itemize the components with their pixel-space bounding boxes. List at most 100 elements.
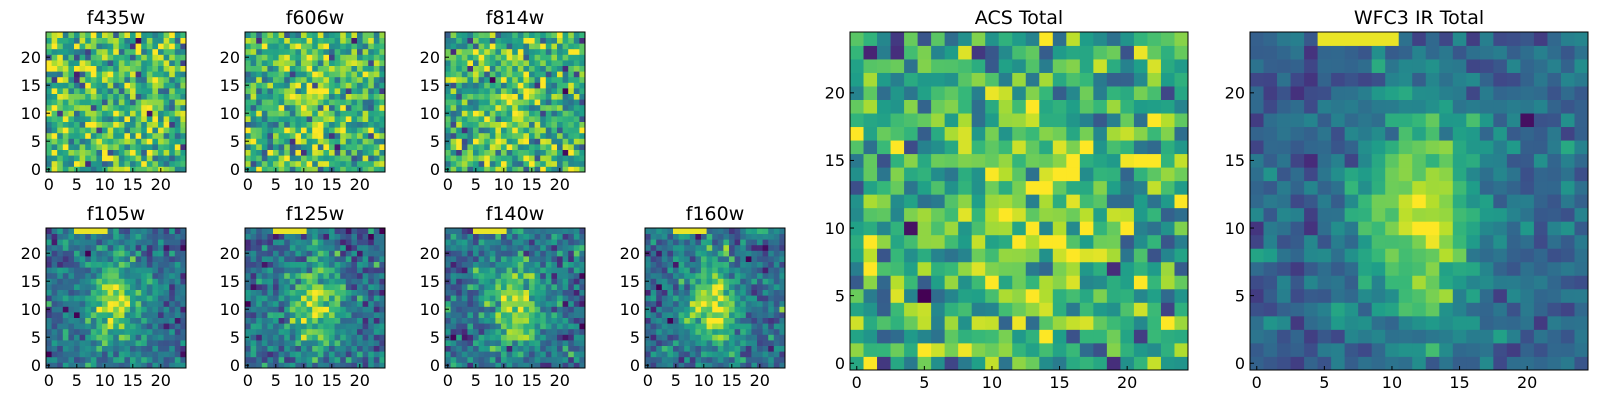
heatmap-cell <box>450 82 457 89</box>
heatmap-cell <box>362 239 369 246</box>
heatmap-cell <box>278 132 285 139</box>
heatmap-cell <box>373 48 380 55</box>
heatmap-cell <box>529 48 535 55</box>
heatmap-cell <box>573 334 580 341</box>
heatmap-cell <box>495 239 502 246</box>
heatmap-cell <box>102 43 108 50</box>
heatmap-cell <box>445 261 451 268</box>
heatmap-cell <box>306 166 313 173</box>
heatmap-cell <box>284 317 291 324</box>
heatmap-cell <box>512 244 519 251</box>
heatmap-cell <box>124 334 131 341</box>
heatmap-cell <box>529 356 535 363</box>
heatmap-cell <box>456 256 463 262</box>
heatmap-cell <box>51 323 58 330</box>
heatmap-cell <box>661 272 668 279</box>
heatmap-cell <box>46 155 52 162</box>
heatmap-cell <box>450 233 457 240</box>
heatmap-cell <box>489 256 496 262</box>
heatmap-cell <box>729 328 735 335</box>
heatmap-cell <box>562 328 569 335</box>
heatmap-cell <box>689 228 696 234</box>
heatmap-cell <box>245 99 251 106</box>
heatmap-cell <box>779 256 786 262</box>
heatmap-cell <box>113 267 120 274</box>
heatmap-cell <box>351 82 358 89</box>
heatmap-cell <box>124 132 131 139</box>
heatmap-cell <box>512 76 519 83</box>
heatmap-cell <box>529 160 535 167</box>
heatmap-cell <box>351 228 358 234</box>
heatmap-cell <box>278 155 285 162</box>
heatmap-cell <box>379 289 386 296</box>
heatmap-cell <box>273 71 279 78</box>
heatmap-cell <box>329 295 335 302</box>
heatmap-cell <box>51 345 58 352</box>
heatmap-cell <box>579 121 586 128</box>
heatmap-cell <box>373 278 380 285</box>
heatmap-cell <box>118 110 125 117</box>
heatmap-cell <box>740 289 747 296</box>
heatmap-cell <box>877 261 891 276</box>
heatmap-cell <box>107 351 114 358</box>
heatmap-cell <box>745 340 752 346</box>
heatmap-cell <box>124 116 131 122</box>
heatmap-cell <box>695 256 702 262</box>
heatmap-cell <box>130 160 136 167</box>
heatmap-cell <box>141 323 148 330</box>
heatmap-cell <box>340 121 347 128</box>
heatmap-cell <box>779 295 786 302</box>
heatmap-cell <box>79 261 86 268</box>
heatmap-cell <box>557 267 563 274</box>
heatmap-cell <box>362 110 369 117</box>
heatmap-cell <box>362 233 369 240</box>
heatmap-cell <box>562 340 569 346</box>
heatmap-cell <box>323 127 330 134</box>
heatmap-cell <box>278 121 285 128</box>
heatmap-cell <box>312 295 319 302</box>
heatmap-cell <box>51 65 58 72</box>
heatmap-cell <box>250 76 257 83</box>
heatmap-cell <box>306 278 313 285</box>
heatmap-cell <box>158 127 164 134</box>
heatmap-cell <box>877 342 891 357</box>
heatmap-cell <box>1025 261 1040 276</box>
heatmap-cell <box>306 160 313 167</box>
heatmap-cell <box>684 323 691 330</box>
heatmap-cell <box>312 272 319 279</box>
heatmap-cell <box>540 99 547 106</box>
heatmap-cell <box>267 362 274 369</box>
heatmap-cell <box>62 110 69 117</box>
heatmap-cell <box>573 340 580 346</box>
heatmap-cell <box>562 127 569 134</box>
heatmap-cell <box>102 65 108 72</box>
heatmap-cell <box>678 362 685 369</box>
heatmap-cell <box>152 144 159 150</box>
heatmap-cell <box>68 351 75 358</box>
heatmap-cell <box>484 71 491 78</box>
heatmap-cell <box>368 323 375 330</box>
heatmap-cell <box>163 149 170 156</box>
heatmap-cell <box>998 261 1013 276</box>
x-tick-label: 0 <box>44 175 54 194</box>
heatmap-cell <box>931 248 946 263</box>
heatmap-cell <box>661 295 668 302</box>
heatmap-cell <box>357 256 363 262</box>
heatmap-cell <box>312 289 319 296</box>
heatmap-cell <box>461 48 468 55</box>
heatmap-cell <box>373 328 380 335</box>
heatmap-cell <box>456 345 463 352</box>
heatmap-cell <box>329 93 335 100</box>
heatmap-cell <box>301 32 307 38</box>
heatmap-cell <box>701 250 707 257</box>
heatmap-cell <box>57 144 64 150</box>
x-tick-label: 10 <box>294 175 314 194</box>
heatmap-cell <box>107 166 114 173</box>
heatmap-cell <box>445 144 451 150</box>
heatmap-cell <box>1052 207 1067 222</box>
heatmap-cell <box>573 110 580 117</box>
heatmap-cell <box>1066 180 1081 195</box>
heatmap-cell <box>478 82 485 89</box>
heatmap-cell <box>540 149 547 156</box>
heatmap-cell <box>135 300 142 307</box>
